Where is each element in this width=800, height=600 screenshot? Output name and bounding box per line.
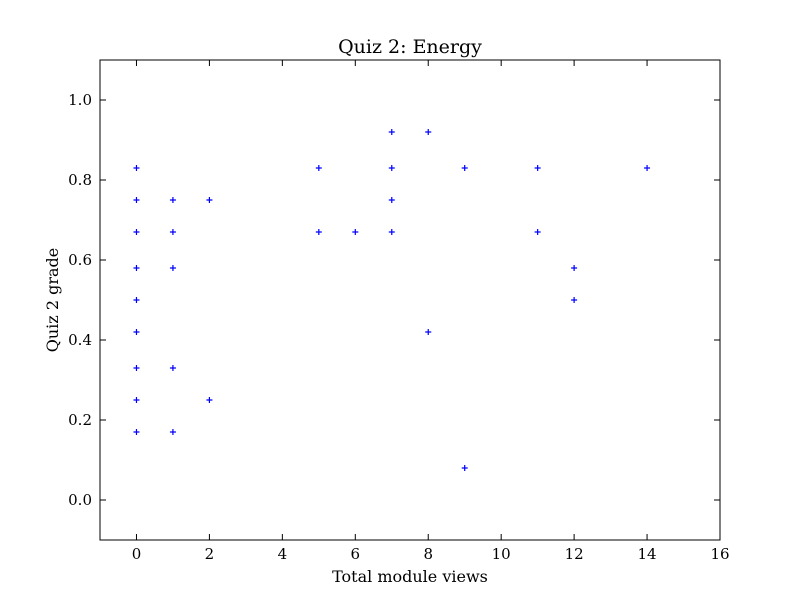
data-point-marker: [388, 165, 395, 171]
data-points: [133, 129, 651, 471]
x-tick-label: 2: [205, 545, 215, 563]
x-tick-label: 6: [351, 545, 361, 563]
data-point-marker: [206, 197, 213, 203]
x-tick-label: 8: [423, 545, 433, 563]
x-tick-label: 10: [492, 545, 511, 563]
data-point-marker: [571, 265, 578, 271]
data-point-marker: [169, 197, 176, 203]
data-point-marker: [206, 397, 213, 403]
data-point-marker: [352, 229, 359, 235]
x-tick-label: 4: [278, 545, 288, 563]
axis-tick-labels: 0 2 4 6 8 10 12 14 16 0.0 0.2 0.4 0.6 0.8 1.0: [68, 91, 729, 563]
data-point-marker: [133, 397, 140, 403]
y-tick-label: 0.4: [68, 331, 92, 349]
data-point-marker: [315, 165, 322, 171]
data-point-marker: [133, 297, 140, 303]
data-point-marker: [169, 229, 176, 235]
data-point-marker: [169, 365, 176, 371]
data-point-marker: [388, 197, 395, 203]
data-point-marker: [534, 229, 541, 235]
data-point-marker: [388, 229, 395, 235]
data-point-marker: [315, 229, 322, 235]
chart-title: Quiz 2: Energy: [338, 36, 482, 58]
data-point-marker: [133, 229, 140, 235]
y-tick-label: 0.6: [68, 251, 92, 269]
plot-area-frame: [99, 59, 721, 541]
data-point-marker: [388, 129, 395, 135]
data-point-marker: [133, 365, 140, 371]
y-tick-label: 0.2: [68, 411, 92, 429]
data-point-marker: [461, 165, 468, 171]
y-tick-label: 0.0: [68, 491, 92, 509]
data-point-marker: [133, 265, 140, 271]
y-tick-label: 1.0: [68, 91, 92, 109]
x-tick-label: 0: [132, 545, 142, 563]
y-axis-label: Quiz 2 grade: [43, 248, 62, 352]
data-point-marker: [133, 197, 140, 203]
data-point-marker: [425, 129, 432, 135]
y-tick-label: 0.8: [68, 171, 92, 189]
data-point-marker: [461, 465, 468, 471]
data-point-marker: [169, 429, 176, 435]
x-tick-label: 14: [638, 545, 657, 563]
data-point-marker: [534, 165, 541, 171]
x-tick-label: 12: [565, 545, 584, 563]
data-point-marker: [133, 165, 140, 171]
data-point-marker: [644, 165, 651, 171]
data-point-marker: [133, 429, 140, 435]
data-point-marker: [571, 297, 578, 303]
x-tick-label: 16: [710, 545, 729, 563]
data-point-marker: [425, 329, 432, 335]
data-point-marker: [169, 265, 176, 271]
data-point-marker: [133, 329, 140, 335]
x-axis-label: Total module views: [332, 567, 488, 586]
